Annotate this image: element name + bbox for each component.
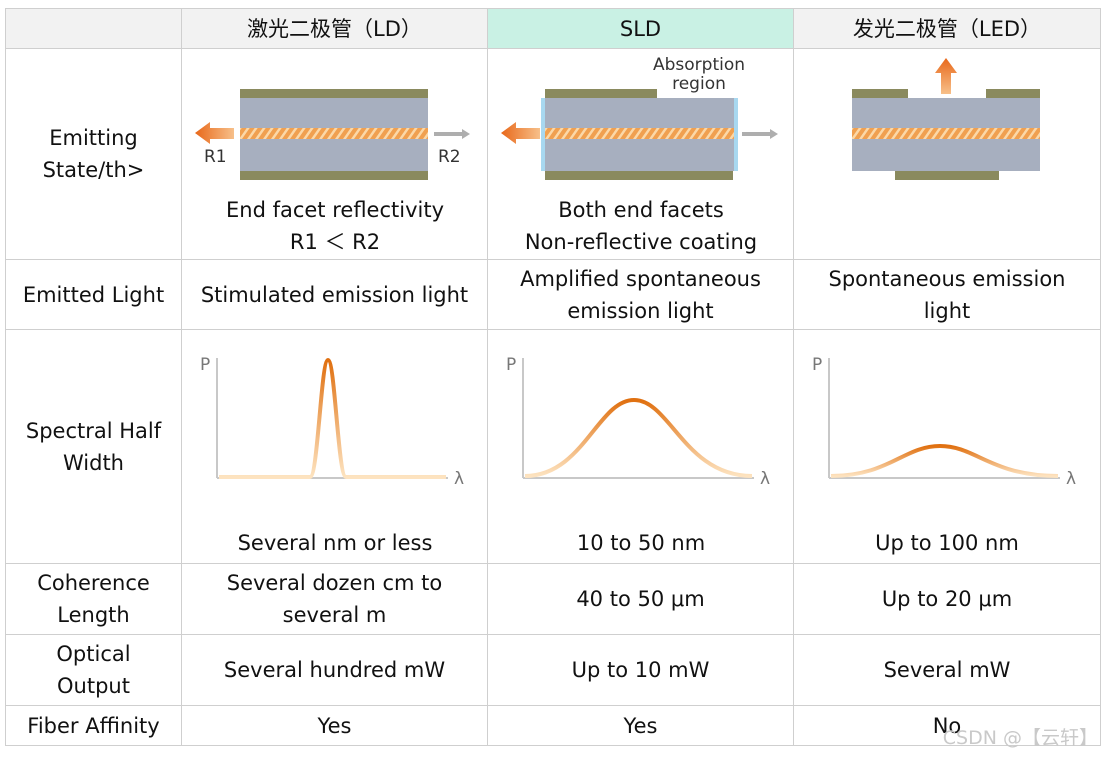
row-coherence: Coherence Length Several dozen cm to sev… [5, 563, 1101, 635]
emitting-state-label: Emitting State/th> [42, 126, 145, 182]
cell-ld-coherence: Several dozen cm to several m [181, 563, 488, 635]
row-label-coherence: Coherence Length [5, 563, 182, 635]
sld-absorption-line2: region [672, 74, 726, 94]
row-emitted-light: Emitted Light Stimulated emission light … [5, 259, 1101, 330]
sld-active-layer [543, 128, 737, 139]
cell-led-emitting [793, 48, 1101, 260]
ld-caption-line1: End facet reflectivity [226, 198, 444, 222]
sld-spectrum-curve [524, 397, 753, 478]
comparison-table: 激光二极管（LD） SLD 发光二极管（LED） Emitting State/… [5, 8, 1101, 746]
sld-axis-lambda: λ [760, 469, 770, 489]
row-emitting-state: Emitting State/th> R1 R2 End facet refle… [5, 48, 1101, 260]
row-fiber-affinity: Fiber Affinity Yes Yes No [5, 705, 1101, 746]
header-row: 激光二极管（LD） SLD 发光二极管（LED） [5, 8, 1101, 49]
ld-bottom-electrode [240, 171, 428, 180]
optical-label-line1: Optical [56, 642, 131, 666]
ld-caption-line2: R1 ＜ R2 [290, 230, 380, 254]
ld-coherence-line1: Several dozen cm to [226, 571, 443, 595]
ld-axis-lambda: λ [454, 469, 464, 489]
sld-left-coating [541, 98, 545, 171]
ld-axis-p: P [200, 355, 210, 375]
led-chip-diagram [852, 58, 1040, 180]
sld-bottom-electrode [545, 171, 733, 180]
ld-chip-diagram: R1 R2 End facet reflectivity R1 ＜ R2 [195, 89, 470, 254]
header-ld: 激光二极管（LD） [181, 8, 488, 49]
led-spectrum-plot: P λ Up to 100 nm [812, 355, 1076, 555]
sld-emitted-line2: emission light [567, 298, 714, 323]
row-label-emitting-state: Emitting State/th> [5, 48, 182, 260]
led-emitted-line2: light [923, 298, 971, 323]
led-active-layer [852, 128, 1040, 139]
sld-spectrum-plot: P λ 10 to 50 nm [506, 355, 770, 555]
led-top-electrode-right [986, 89, 1040, 98]
ld-r2-label: R2 [438, 147, 461, 167]
led-axis-p: P [812, 355, 822, 375]
ld-spectrum-curve [219, 357, 446, 479]
optical-label-line2: Output [57, 674, 130, 698]
ld-left-arrow [195, 122, 234, 144]
led-up-arrow [935, 58, 957, 94]
spectral-label-line2: Width [62, 450, 124, 475]
sld-axis-p: P [506, 355, 516, 375]
row-label-fiber-affinity: Fiber Affinity [5, 705, 182, 746]
cell-sld-spectral: P λ 10 to 50 nm [487, 329, 794, 564]
cell-led-spectral: P λ Up to 100 nm [793, 329, 1101, 564]
cell-led-optical: Several mW [793, 634, 1101, 706]
header-led: 发光二极管（LED） [793, 8, 1101, 49]
spectral-label-line1: Spectral Half [25, 418, 162, 443]
led-spectral-value: Up to 100 nm [875, 531, 1019, 555]
row-label-emitted-light: Emitted Light [5, 259, 182, 330]
header-sld: SLD [487, 8, 794, 49]
coherence-label-line2: Length [57, 603, 130, 627]
sld-right-coating [734, 98, 738, 171]
row-spectral: Spectral Half Width P λ Several nm or le… [5, 329, 1101, 564]
ld-active-layer [240, 128, 428, 139]
led-axis-lambda: λ [1066, 469, 1076, 489]
sld-right-arrow [742, 129, 778, 139]
sld-caption-line2: Non-reflective coating [525, 230, 757, 254]
watermark: CSDN @【云轩】 [942, 727, 1098, 749]
ld-top-electrode [240, 89, 428, 98]
cell-sld-emitted-light: Amplified spontaneous emission light [487, 259, 794, 330]
led-spectrum-curve [830, 443, 1059, 478]
cell-led-coherence: Up to 20 μm [793, 563, 1101, 635]
row-label-optical-output: Optical Output [5, 634, 182, 706]
sld-chip-diagram: Absorption region Both end facets Non-re… [501, 55, 778, 254]
ld-spectral-value: Several nm or less [238, 531, 433, 555]
cell-sld-optical: Up to 10 mW [487, 634, 794, 706]
sld-absorption-line1: Absorption [653, 55, 745, 75]
ld-right-arrow [434, 129, 470, 139]
cell-ld-emitting: R1 R2 End facet reflectivity R1 ＜ R2 [181, 48, 488, 260]
coherence-label-line1: Coherence [37, 571, 150, 595]
ld-coherence-line2: several m [282, 603, 387, 627]
cell-sld-emitting: Absorption region Both end facets Non-re… [487, 48, 794, 260]
sld-caption-line1: Both end facets [558, 198, 724, 222]
cell-sld-fiber: Yes [487, 705, 794, 746]
row-optical-output: Optical Output Several hundred mW Up to … [5, 634, 1101, 706]
sld-emitted-line1: Amplified spontaneous [520, 266, 761, 291]
led-bottom-electrode [895, 171, 999, 180]
ld-r1-label: R1 [204, 147, 227, 167]
cell-ld-spectral: P λ Several nm or less [181, 329, 488, 564]
header-corner [5, 8, 182, 49]
ld-spectrum-plot: P λ Several nm or less [200, 355, 464, 555]
led-emitted-line1: Spontaneous emission [828, 266, 1066, 291]
cell-led-fiber: No [793, 705, 1101, 746]
cell-led-emitted-light: Spontaneous emission light [793, 259, 1101, 330]
cell-ld-fiber: Yes [181, 705, 488, 746]
sld-spectral-value: 10 to 50 nm [577, 531, 705, 555]
sld-left-arrow [501, 122, 540, 144]
cell-ld-emitted-light: Stimulated emission light [181, 259, 488, 330]
sld-top-electrode [545, 89, 657, 98]
cell-sld-coherence: 40 to 50 μm [487, 563, 794, 635]
led-top-electrode-left [852, 89, 908, 98]
row-label-spectral: Spectral Half Width [5, 329, 182, 564]
cell-ld-optical: Several hundred mW [181, 634, 488, 706]
